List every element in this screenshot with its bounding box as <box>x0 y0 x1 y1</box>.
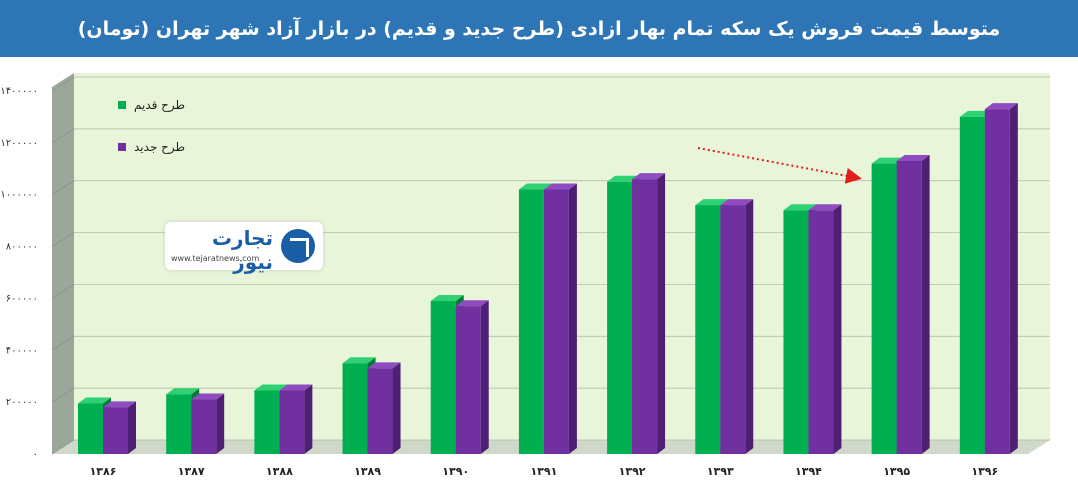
bar-new-side <box>216 393 225 454</box>
x-tick-label: ۱۳۹۰ <box>442 465 469 478</box>
x-tick-label: ۱۳۸۸ <box>266 465 293 478</box>
bar-new-top <box>367 362 401 369</box>
gridline-side <box>51 128 75 144</box>
chart: ۰ ۲۰۰۰۰۰ ۴۰۰۰۰۰ ۶۰۰۰۰۰ ۸۰۰۰۰۰ ۱۰۰۰۰۰۰ ۱۲۰۰۰۰۰ ۱… <box>0 73 1050 478</box>
bar-new-side <box>1009 103 1018 455</box>
bar-new <box>103 407 128 454</box>
bar-new-top <box>984 103 1018 110</box>
x-tick-label: ۱۳۸۷ <box>178 465 205 478</box>
bar-old-top <box>518 183 552 190</box>
x-tick-label: ۱۳۸۶ <box>90 465 117 478</box>
bar-new <box>632 179 658 454</box>
bar-new-top <box>808 204 842 211</box>
tejaratnews-logo: تجارت نیوز www.tejaratnews.com <box>165 222 323 274</box>
bar-old-top <box>78 397 111 404</box>
bar-old-top <box>695 199 729 206</box>
chart-title: متوسط قیمت فروش یک سکه تمام بهار ازادی (… <box>77 17 1001 40</box>
x-tick-label: ۱۳۹۱ <box>530 465 557 478</box>
bar-new-side <box>657 173 666 454</box>
bar-new-side <box>392 362 401 454</box>
gridline-side <box>51 76 75 92</box>
gridline-side <box>51 284 75 299</box>
bar-new-top <box>279 384 313 391</box>
y-tick-label: ۸۰۰۰۰۰ <box>6 242 38 253</box>
bar-old <box>166 394 192 454</box>
chart-title-bar: متوسط قیمت فروش یک سکه تمام بهار ازادی (… <box>0 0 1078 57</box>
x-tick-label: ۱۳۸۹ <box>354 465 381 478</box>
bar-new <box>367 368 393 454</box>
gridline-side <box>51 232 75 247</box>
gridline-side <box>51 439 75 455</box>
bar-new <box>279 390 305 454</box>
y-tick-label: ۰ <box>33 449 38 460</box>
logo-url: www.tejaratnews.com <box>171 254 260 263</box>
x-tick-label: ۱۳۹۲ <box>619 465 646 478</box>
gridline-side <box>51 180 75 195</box>
side-wall <box>52 73 74 454</box>
bar-old-top <box>959 110 993 117</box>
x-tick-label: ۱۳۹۵ <box>883 465 910 478</box>
bar-new <box>808 210 834 454</box>
bar-old-top <box>783 204 817 211</box>
bar-new-side <box>568 183 577 454</box>
x-tick-label: ۱۳۹۳ <box>707 465 734 478</box>
bar-new-side <box>304 384 313 454</box>
legend-label-old: طرح قدیم <box>134 98 185 113</box>
bar-old <box>518 189 544 454</box>
bar-new-side <box>128 401 136 454</box>
bar-new-top <box>455 300 489 307</box>
logo-mark-icon <box>281 229 315 263</box>
bar-new-top <box>103 401 136 408</box>
bar-new <box>984 109 1010 455</box>
bar-old <box>342 363 368 454</box>
bar-new-top <box>632 173 666 180</box>
y-tick-label: ۶۰۰۰۰۰ <box>6 293 38 304</box>
bar-old-top <box>607 175 641 182</box>
y-tick-label: ۱۲۰۰۰۰۰ <box>0 138 38 149</box>
bar-new <box>455 306 481 454</box>
bar-old <box>78 403 103 454</box>
legend-label-new: طرح جدید <box>134 140 185 155</box>
bar-old <box>430 301 456 454</box>
bar-new <box>896 161 922 454</box>
y-tick-label: ۱۴۰۰۰۰۰ <box>0 86 38 97</box>
bar-old <box>695 205 721 454</box>
y-tick-label: ۲۰۰۰۰۰ <box>6 397 38 408</box>
y-tick-label: ۴۰۰۰۰۰ <box>6 345 38 356</box>
bar-new-side <box>833 204 842 454</box>
gridline-side <box>51 387 75 403</box>
bar-old <box>871 163 897 454</box>
bar-new-top <box>191 393 225 400</box>
bar-new <box>720 205 746 454</box>
bar-old-top <box>254 384 288 391</box>
bar-new-top <box>896 155 930 162</box>
bar-old <box>959 116 985 454</box>
bar-new <box>191 399 217 454</box>
trend-arrow <box>697 147 862 184</box>
bar-new-side <box>745 199 754 454</box>
bar-new-side <box>921 155 930 454</box>
bar-new-side <box>480 300 489 454</box>
legend-swatch-new <box>118 143 126 151</box>
bar-old-top <box>871 157 905 164</box>
bar-old-top <box>166 388 200 395</box>
logo-name: تجارت نیوز <box>211 226 273 274</box>
y-tick-label: ۱۰۰۰۰۰۰ <box>0 190 38 201</box>
bar-new <box>543 189 569 454</box>
bar-old-top <box>430 295 464 302</box>
bar-new-top <box>543 183 577 190</box>
bar-old <box>607 181 633 454</box>
x-tick-label: ۱۳۹۶ <box>971 465 998 478</box>
bar-old <box>783 210 809 454</box>
gridline-side <box>51 336 75 351</box>
bar-old-top <box>342 357 376 364</box>
legend-swatch-old <box>118 101 126 109</box>
x-tick-label: ۱۳۹۴ <box>795 465 822 478</box>
bar-old <box>254 390 280 454</box>
bar-new-top <box>720 199 754 206</box>
